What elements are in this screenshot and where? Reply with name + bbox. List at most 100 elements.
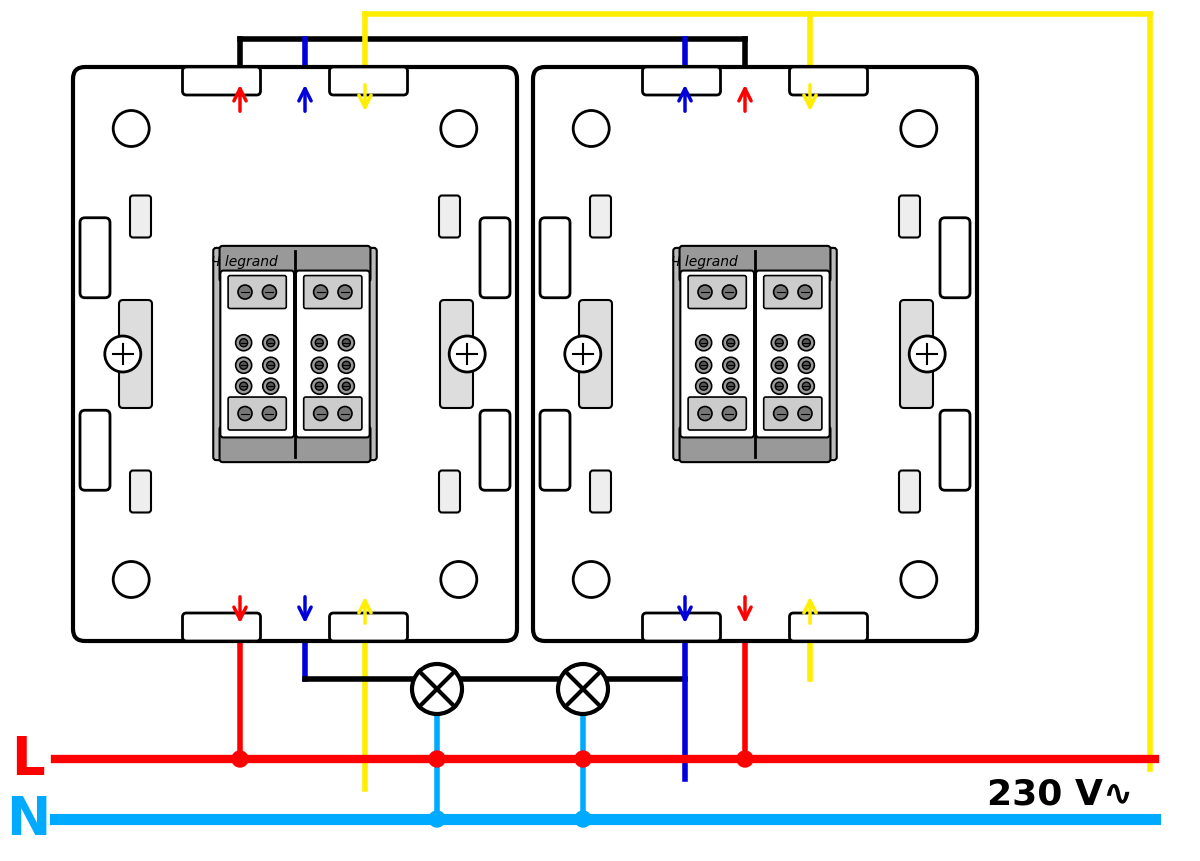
Circle shape bbox=[798, 407, 812, 421]
FancyBboxPatch shape bbox=[673, 249, 836, 461]
Circle shape bbox=[722, 407, 737, 421]
Circle shape bbox=[311, 335, 328, 351]
FancyBboxPatch shape bbox=[899, 471, 920, 513]
Text: Ч legrand: Ч legrand bbox=[671, 255, 738, 269]
Circle shape bbox=[240, 383, 247, 391]
FancyBboxPatch shape bbox=[228, 276, 287, 309]
FancyBboxPatch shape bbox=[679, 246, 830, 282]
Circle shape bbox=[575, 751, 592, 767]
FancyBboxPatch shape bbox=[304, 276, 362, 309]
Circle shape bbox=[235, 379, 252, 394]
Circle shape bbox=[338, 358, 354, 374]
FancyBboxPatch shape bbox=[330, 613, 408, 641]
FancyBboxPatch shape bbox=[580, 300, 612, 408]
Circle shape bbox=[316, 383, 323, 391]
Circle shape bbox=[316, 362, 323, 370]
Circle shape bbox=[338, 335, 354, 351]
Text: N: N bbox=[6, 793, 50, 845]
Circle shape bbox=[901, 562, 937, 598]
FancyBboxPatch shape bbox=[688, 398, 746, 430]
FancyBboxPatch shape bbox=[679, 427, 830, 462]
Circle shape bbox=[772, 358, 787, 374]
Circle shape bbox=[263, 358, 278, 374]
Circle shape bbox=[700, 362, 708, 370]
Circle shape bbox=[700, 339, 708, 347]
FancyBboxPatch shape bbox=[119, 300, 152, 408]
Text: 230 V∿: 230 V∿ bbox=[986, 777, 1133, 811]
Circle shape bbox=[449, 337, 485, 373]
Circle shape bbox=[440, 111, 476, 147]
Circle shape bbox=[700, 383, 708, 391]
FancyBboxPatch shape bbox=[540, 219, 570, 299]
FancyBboxPatch shape bbox=[680, 271, 754, 438]
FancyBboxPatch shape bbox=[642, 68, 720, 96]
FancyBboxPatch shape bbox=[940, 411, 970, 491]
FancyBboxPatch shape bbox=[80, 411, 110, 491]
Circle shape bbox=[266, 383, 275, 391]
Circle shape bbox=[240, 339, 247, 347]
FancyBboxPatch shape bbox=[221, 271, 294, 438]
FancyBboxPatch shape bbox=[940, 219, 970, 299]
Circle shape bbox=[104, 337, 140, 373]
FancyBboxPatch shape bbox=[763, 398, 822, 430]
Circle shape bbox=[263, 379, 278, 394]
FancyBboxPatch shape bbox=[688, 276, 746, 309]
Circle shape bbox=[263, 335, 278, 351]
Circle shape bbox=[342, 362, 350, 370]
FancyBboxPatch shape bbox=[182, 68, 260, 96]
Circle shape bbox=[430, 811, 445, 827]
Circle shape bbox=[235, 335, 252, 351]
Circle shape bbox=[232, 751, 248, 767]
Circle shape bbox=[772, 335, 787, 351]
Circle shape bbox=[803, 383, 810, 391]
FancyBboxPatch shape bbox=[590, 196, 611, 238]
Circle shape bbox=[722, 379, 739, 394]
Circle shape bbox=[775, 362, 784, 370]
Circle shape bbox=[113, 562, 149, 598]
FancyBboxPatch shape bbox=[590, 471, 611, 513]
Circle shape bbox=[574, 562, 610, 598]
Circle shape bbox=[313, 286, 328, 300]
FancyBboxPatch shape bbox=[439, 471, 460, 513]
FancyBboxPatch shape bbox=[642, 613, 720, 641]
FancyBboxPatch shape bbox=[440, 300, 473, 408]
Circle shape bbox=[727, 339, 734, 347]
Circle shape bbox=[338, 379, 354, 394]
FancyBboxPatch shape bbox=[439, 196, 460, 238]
Circle shape bbox=[311, 358, 328, 374]
Circle shape bbox=[727, 383, 734, 391]
FancyBboxPatch shape bbox=[480, 411, 510, 491]
Text: L: L bbox=[11, 734, 44, 785]
FancyBboxPatch shape bbox=[790, 68, 868, 96]
Circle shape bbox=[698, 407, 712, 421]
Circle shape bbox=[440, 562, 476, 598]
FancyBboxPatch shape bbox=[80, 219, 110, 299]
FancyBboxPatch shape bbox=[296, 271, 370, 438]
Circle shape bbox=[235, 358, 252, 374]
FancyBboxPatch shape bbox=[480, 219, 510, 299]
FancyBboxPatch shape bbox=[330, 68, 408, 96]
Circle shape bbox=[775, 383, 784, 391]
FancyBboxPatch shape bbox=[899, 196, 920, 238]
Circle shape bbox=[238, 286, 252, 300]
FancyBboxPatch shape bbox=[228, 398, 287, 430]
Circle shape bbox=[698, 286, 712, 300]
Circle shape bbox=[575, 811, 592, 827]
Circle shape bbox=[774, 407, 787, 421]
Circle shape bbox=[342, 383, 350, 391]
Text: Ч legrand: Ч legrand bbox=[211, 255, 278, 269]
FancyBboxPatch shape bbox=[540, 411, 570, 491]
Circle shape bbox=[263, 407, 276, 421]
Circle shape bbox=[696, 379, 712, 394]
Circle shape bbox=[266, 339, 275, 347]
FancyBboxPatch shape bbox=[220, 246, 371, 282]
Circle shape bbox=[412, 664, 462, 714]
Circle shape bbox=[240, 362, 247, 370]
FancyBboxPatch shape bbox=[130, 196, 151, 238]
FancyBboxPatch shape bbox=[182, 613, 260, 641]
Circle shape bbox=[798, 335, 815, 351]
Circle shape bbox=[798, 358, 815, 374]
Circle shape bbox=[430, 751, 445, 767]
Circle shape bbox=[775, 339, 784, 347]
Circle shape bbox=[316, 339, 323, 347]
